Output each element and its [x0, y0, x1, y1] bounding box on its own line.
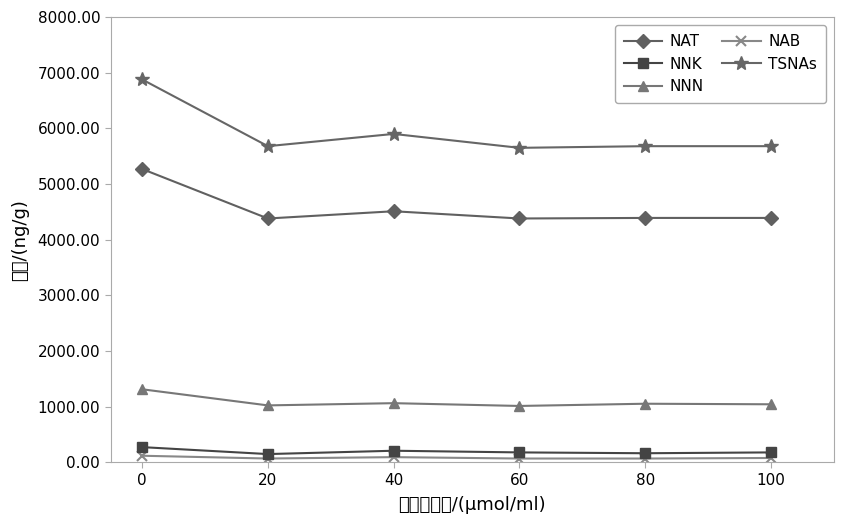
NNN: [640, 401, 650, 407]
TSNAs: [262, 143, 273, 149]
Line: TSNAs: TSNAs: [135, 72, 777, 155]
NNK: [137, 444, 147, 450]
Legend: NAT, NNK, NNN, NAB, TSNAs: NAT, NNK, NNN, NAB, TSNAs: [614, 25, 825, 103]
NNK: [388, 448, 398, 454]
NAB: [262, 455, 273, 461]
TSNAs: [514, 145, 524, 151]
Y-axis label: 含量/(ng/g): 含量/(ng/g): [11, 198, 29, 280]
NAB: [765, 455, 775, 461]
TSNAs: [765, 143, 775, 149]
Line: NNK: NNK: [137, 442, 775, 459]
NNN: [765, 401, 775, 407]
Line: NAB: NAB: [137, 451, 775, 464]
X-axis label: 褮黑素浓度/(μmol/ml): 褮黑素浓度/(μmol/ml): [398, 496, 545, 514]
TSNAs: [137, 76, 147, 82]
Line: NAT: NAT: [137, 164, 775, 223]
NAT: [262, 215, 273, 222]
TSNAs: [388, 131, 398, 137]
NAT: [640, 215, 650, 221]
NNK: [640, 450, 650, 456]
NAB: [514, 455, 524, 461]
NNK: [262, 451, 273, 457]
NNN: [262, 402, 273, 408]
NAT: [388, 208, 398, 214]
NNN: [388, 400, 398, 406]
NAB: [388, 454, 398, 460]
NNN: [137, 386, 147, 392]
NAB: [640, 455, 650, 461]
NAT: [514, 215, 524, 222]
TSNAs: [640, 143, 650, 149]
NNN: [514, 403, 524, 409]
NAT: [765, 215, 775, 221]
NAT: [137, 166, 147, 172]
NNK: [765, 449, 775, 456]
NAB: [137, 453, 147, 459]
NNK: [514, 449, 524, 456]
Line: NNN: NNN: [137, 384, 775, 411]
